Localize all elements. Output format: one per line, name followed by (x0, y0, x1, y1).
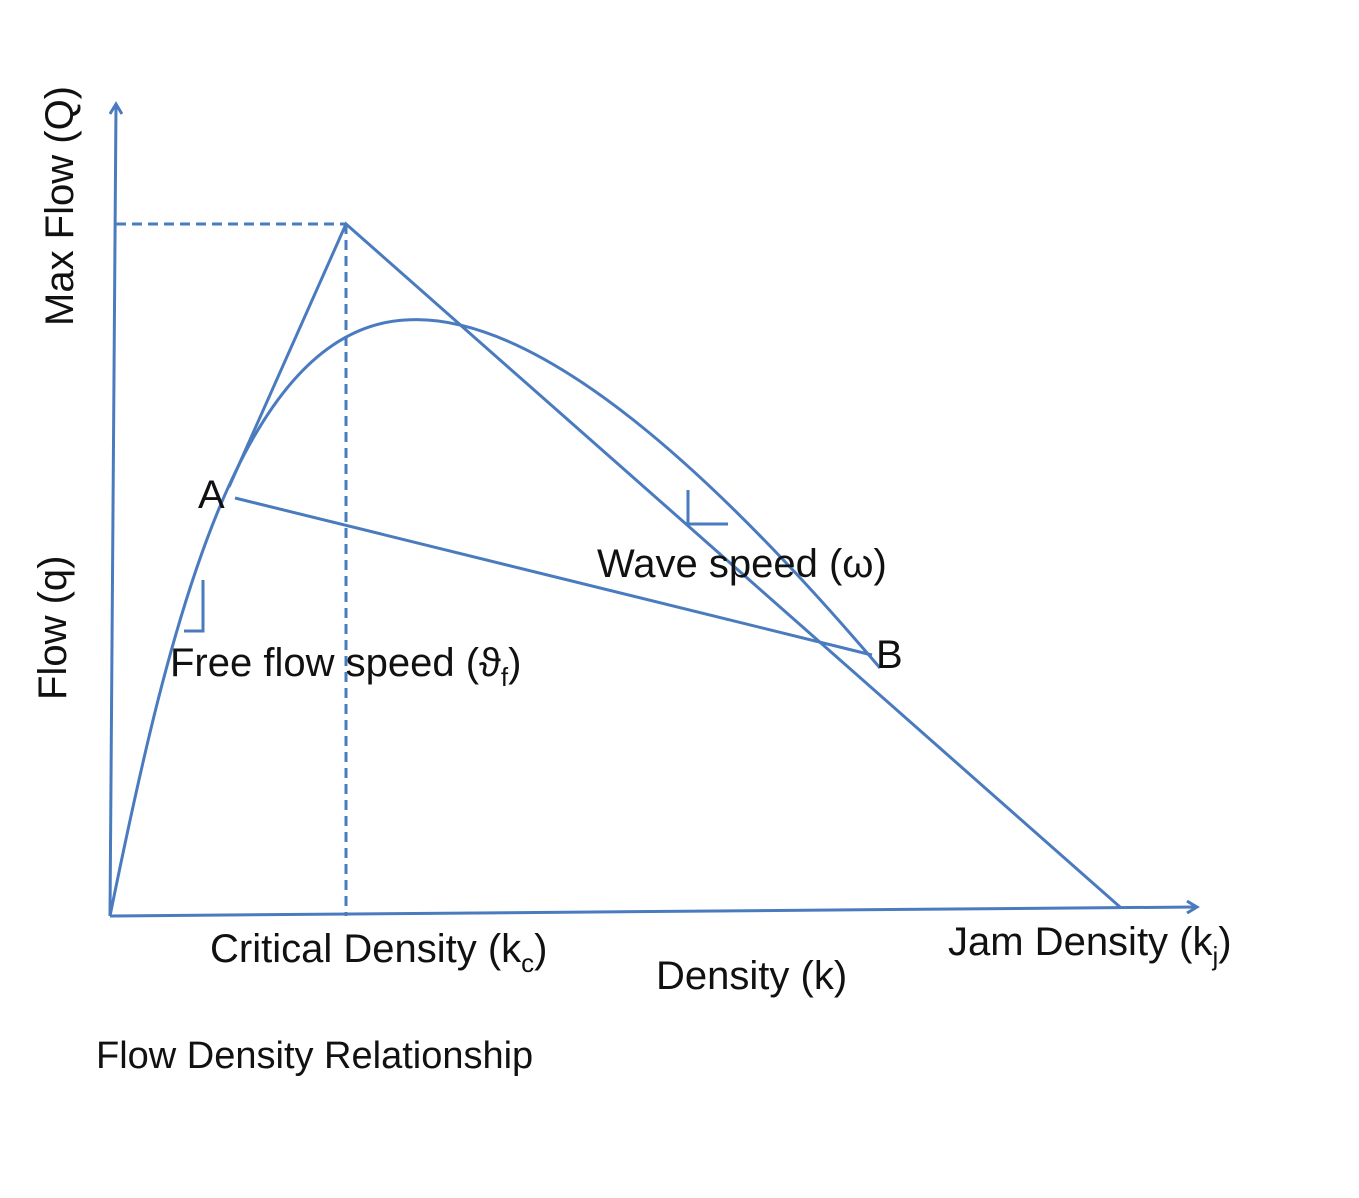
y-axis-max-flow-label: Max Flow (Q) (38, 86, 82, 326)
wave-speed-slope-marker (686, 490, 728, 526)
chord-a-b (234, 496, 873, 657)
wave-speed-label: Wave speed (ω) (597, 542, 887, 586)
point-b-label: B (876, 633, 903, 677)
critical-density-label: Critical Density (kc) (210, 927, 547, 978)
diagram-caption: Flow Density Relationship (96, 1035, 533, 1077)
y-axis-flow-label: Flow (q) (31, 556, 75, 700)
free-flow-slope-marker (184, 580, 205, 633)
triangular-diagram (227, 221, 1121, 909)
density-label: Density (k) (656, 954, 847, 998)
point-a-label: A (198, 473, 225, 517)
flow-density-curve (108, 318, 882, 917)
y-axis (108, 105, 116, 917)
jam-density-label: Jam Density (kj) (948, 920, 1232, 971)
free-flow-speed-label: Free flow speed (ϑf) (170, 641, 521, 692)
x-axis (109, 907, 1196, 918)
